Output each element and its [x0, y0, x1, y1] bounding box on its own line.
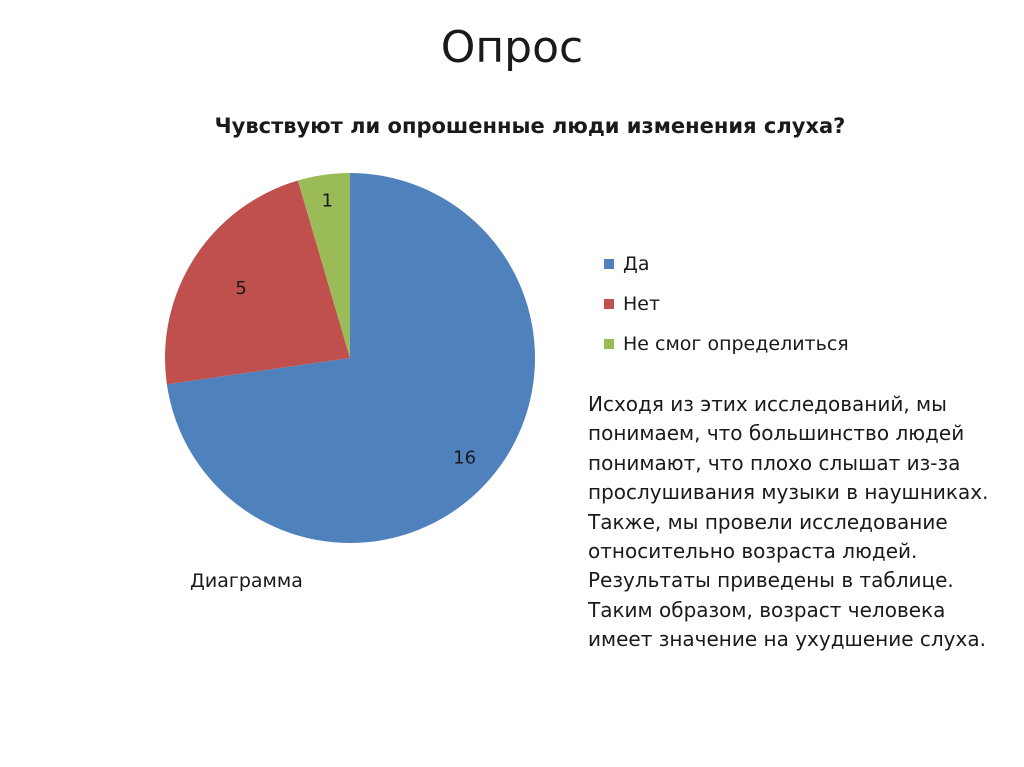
legend-swatch-yes	[604, 259, 614, 269]
pie-slice-undecided	[297, 173, 350, 358]
legend-swatch-no	[604, 299, 614, 309]
data-label-yes: 16	[453, 447, 476, 468]
conclusion-text: Исходя из этих исследований, мы понимаем…	[588, 390, 1008, 655]
chart-legend: Да Нет Не смог определиться	[604, 244, 849, 364]
conclusion-paragraph-1: Исходя из этих исследований, мы понимаем…	[588, 392, 989, 505]
legend-label-undecided: Не смог определиться	[623, 333, 849, 355]
legend-item-no: Нет	[604, 284, 849, 324]
pie-slice-no	[164, 180, 350, 385]
conclusion-paragraph-2: Также, мы провели исследование относител…	[588, 509, 986, 652]
legend-label-no: Нет	[623, 293, 661, 315]
legend-item-undecided: Не смог определиться	[604, 324, 849, 364]
chart-title: Чувствуют ли опрошенные люди изменения с…	[214, 114, 846, 138]
legend-label-yes: Да	[623, 253, 650, 275]
legend-item-yes: Да	[604, 244, 849, 284]
legend-swatch-undecided	[604, 339, 614, 349]
slide-title: Опрос	[440, 22, 584, 73]
data-label-no: 5	[235, 278, 246, 299]
data-label-undecided: 1	[322, 191, 333, 212]
chart-caption: Диаграмма	[190, 570, 303, 592]
pie-slice-yes	[166, 173, 535, 543]
